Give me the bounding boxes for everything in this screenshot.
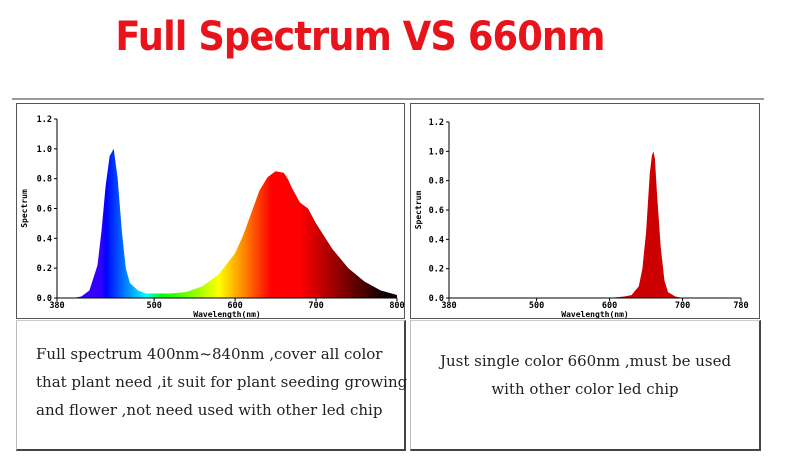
red-660-caption: Just single color 660nm ,must be used wi… <box>440 347 732 403</box>
x-tick-label: 380 <box>49 301 64 311</box>
caption-line: and flower ,not need used with other led… <box>36 401 383 419</box>
x-tick-label: 700 <box>308 301 323 311</box>
y-tick-label: 0.8 <box>429 177 444 187</box>
y-tick-label: 0.4 <box>37 234 52 244</box>
full-spectrum-caption: Full spectrum 400nm~840nm ,cover all col… <box>36 340 407 424</box>
caption-line: Just single color 660nm ,must be used <box>440 352 732 370</box>
x-tick-label: 700 <box>675 301 690 311</box>
full-spectrum-chart-frame: 0.0 0.2 0.4 0.6 0.8 1.0 1.2 380 500 600 700 800 Wave… <box>16 103 405 319</box>
full-spectrum-chart: 0.0 0.2 0.4 0.6 0.8 1.0 1.2 380 500 600 700 800 Wave… <box>20 115 405 319</box>
y-tick-label: 0.6 <box>37 205 52 215</box>
y-tick-label: 1.0 <box>429 147 444 157</box>
caption-line: that plant need ,it suit for plant seedi… <box>36 373 408 391</box>
x-tick-label: 600 <box>227 301 242 311</box>
red-660-chart-frame: 0.0 0.2 0.4 0.6 0.8 1.0 1.2 380 500 600 700 780 Wave… <box>410 103 760 319</box>
y-axis-label: Spectrum <box>414 191 423 230</box>
caption-line: with other color led chip <box>491 380 679 398</box>
y-tick-label: 0.0 <box>37 294 52 304</box>
y-tick-label: 0.8 <box>37 175 52 185</box>
y-tick-label: 0.2 <box>37 264 52 274</box>
x-tick-label: 500 <box>146 301 161 311</box>
x-axis-label: Wavelength(nm) <box>193 310 260 318</box>
y-tick-label: 0.4 <box>429 235 444 245</box>
x-axis-label: Wavelength(nm) <box>561 310 628 318</box>
y-tick-label: 0.0 <box>429 294 444 304</box>
full-spectrum-caption-box <box>16 320 406 451</box>
y-tick-label: 0.6 <box>429 206 444 216</box>
caption-line: Full spectrum 400nm~840nm ,cover all col… <box>36 345 383 363</box>
x-tick-label: 380 <box>441 301 456 311</box>
spectrum-area <box>449 151 741 298</box>
y-axis-label: Spectrum <box>20 189 29 228</box>
x-tick-label: 800 <box>389 301 404 311</box>
x-tick-label: 780 <box>733 301 748 311</box>
x-tick-label: 600 <box>602 301 617 311</box>
page-title: Full Spectrum VS 660nm <box>115 14 605 60</box>
divider-line <box>12 98 764 100</box>
spectrum-area <box>57 148 397 298</box>
red-660-chart: 0.0 0.2 0.4 0.6 0.8 1.0 1.2 380 500 600 700 780 Wave… <box>414 118 749 319</box>
y-tick-label: 1.0 <box>37 145 52 155</box>
red-660-caption-box <box>410 320 761 451</box>
y-tick-label: 1.2 <box>429 118 444 128</box>
x-tick-label: 500 <box>529 301 544 311</box>
y-tick-label: 0.2 <box>429 265 444 275</box>
y-tick-label: 1.2 <box>37 115 52 125</box>
